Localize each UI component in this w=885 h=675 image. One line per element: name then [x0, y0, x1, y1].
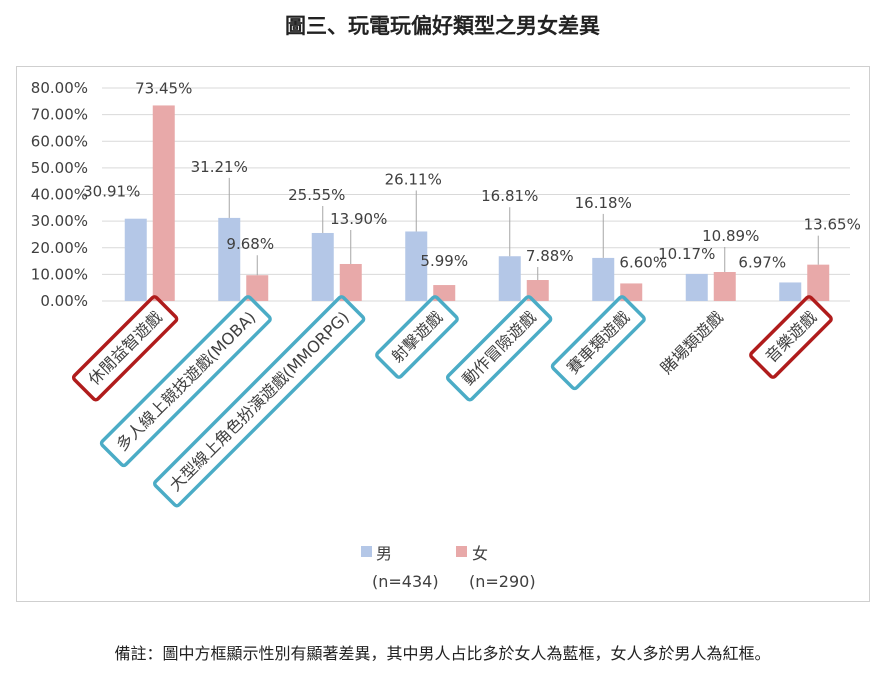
footnote: 備註：圖中方框顯示性別有顯著差異，其中男人占比多於女人為藍框，女人多於男人為紅框…: [114, 644, 771, 663]
male-data-label: 6.97%: [738, 253, 786, 271]
female-bar: [339, 263, 362, 301]
category-label-group: 動作冒險遊戲: [445, 295, 553, 402]
female-data-label: 13.65%: [804, 216, 861, 234]
legend-male-swatch: [361, 546, 372, 557]
y-tick-label: 40.00%: [31, 186, 88, 204]
blue-significance-box: [550, 295, 646, 391]
female-data-label: 7.88%: [526, 247, 574, 265]
category-label-group: 賽車類遊戲: [550, 295, 646, 391]
female-data-label: 5.99%: [420, 252, 468, 270]
category-label-group: 大型線上角色扮演遊戲(MMORPG): [153, 295, 366, 508]
female-data-label: 10.89%: [702, 227, 759, 245]
y-tick-label: 0.00%: [40, 292, 88, 310]
male-data-label: 25.55%: [288, 186, 345, 204]
y-tick-label: 30.00%: [31, 212, 88, 230]
male-bar: [311, 232, 334, 301]
category-label-group: 多人線上競技遊戲(MOBA): [99, 295, 272, 468]
female-data-label: 9.68%: [226, 235, 274, 253]
category-label: 賭場類遊戲: [657, 308, 727, 378]
y-tick-label: 60.00%: [31, 132, 88, 150]
male-data-label: 16.81%: [481, 187, 538, 205]
category-label-group: 射擊遊戲: [375, 295, 459, 379]
y-tick-label: 70.00%: [31, 106, 88, 124]
red-significance-box: [749, 295, 833, 379]
category-label: 射擊遊戲: [388, 308, 447, 367]
female-bar: [152, 105, 175, 301]
legend-female-label: 女: [472, 544, 489, 563]
category-label-group: 音樂遊戲: [749, 295, 833, 379]
category-label: 大型線上角色扮演遊戲(MMORPG): [166, 308, 353, 495]
legend-male-label: 男: [376, 544, 393, 563]
category-label-group: 賭場類遊戲: [657, 308, 727, 378]
male-data-label: 31.21%: [191, 158, 248, 176]
y-tick-label: 20.00%: [31, 239, 88, 257]
category-label: 音樂遊戲: [762, 308, 821, 367]
y-tick-label: 80.00%: [31, 79, 88, 97]
male-data-label: 16.18%: [575, 194, 632, 212]
chart-title: 圖三、玩電玩偏好類型之男女差異: [285, 14, 600, 38]
red-significance-box: [71, 295, 179, 402]
legend-female-swatch: [456, 546, 467, 557]
category-label: 休閒益智遊戲: [84, 308, 165, 389]
female-data-label: 6.60%: [619, 253, 667, 271]
female-bar: [807, 264, 830, 301]
category-label-group: 休閒益智遊戲: [71, 295, 179, 402]
female-data-label: 73.45%: [135, 79, 192, 97]
male-bar: [779, 282, 802, 301]
male-bar: [124, 218, 147, 301]
legend-male-sample-size: (n=434): [372, 572, 439, 591]
female-bar: [246, 275, 269, 301]
male-bar: [405, 231, 428, 301]
male-data-label: 26.11%: [385, 170, 442, 188]
blue-significance-box: [375, 295, 459, 379]
blue-significance-box: [153, 295, 366, 508]
y-tick-label: 10.00%: [31, 265, 88, 283]
male-bar: [498, 256, 521, 301]
category-label: 動作冒險遊戲: [458, 308, 539, 389]
male-data-label: 30.91%: [83, 183, 140, 201]
female-bar: [713, 272, 736, 301]
male-bar: [685, 273, 708, 301]
legend-female-sample-size: (n=290): [469, 572, 536, 591]
chart-frame: [16, 66, 870, 602]
male-bar: [218, 217, 241, 301]
blue-significance-box: [445, 295, 553, 402]
y-tick-label: 50.00%: [31, 159, 88, 177]
male-data-label: 10.17%: [658, 245, 715, 263]
blue-significance-box: [99, 295, 272, 468]
female-bar: [620, 283, 643, 301]
female-data-label: 13.90%: [330, 210, 387, 228]
female-bar: [526, 280, 549, 301]
male-bar: [592, 257, 615, 301]
